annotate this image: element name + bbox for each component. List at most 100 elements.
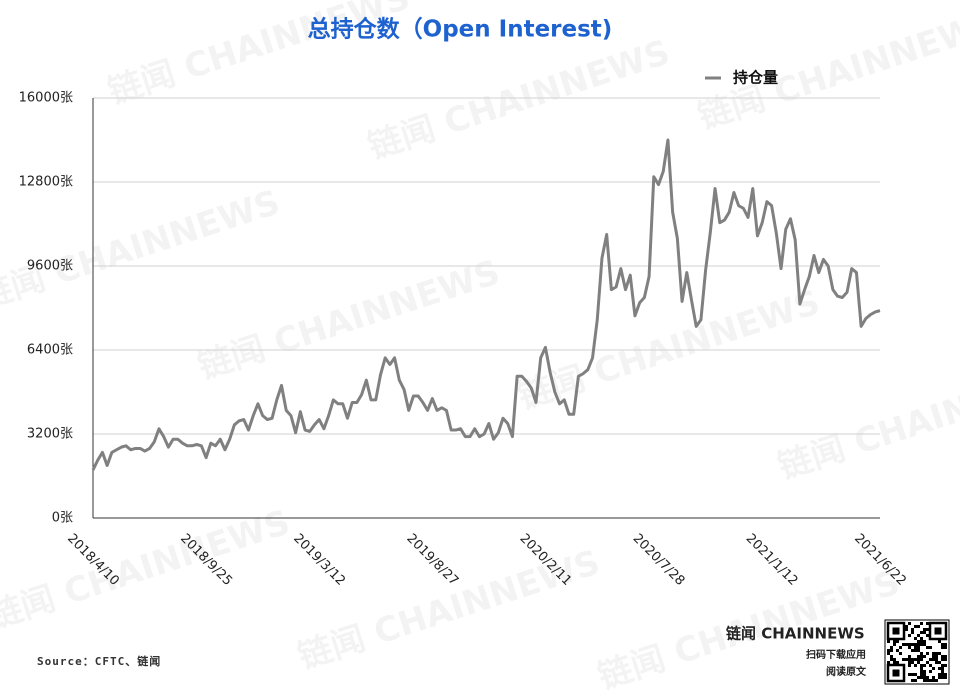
qr-cell [917, 625, 920, 628]
qr-cell [944, 664, 947, 667]
y-tick-label: 6400张 [27, 343, 73, 358]
qr-cell [920, 640, 923, 643]
qr-cell [944, 655, 947, 658]
qr-cell [911, 631, 914, 634]
qr-cell [905, 658, 908, 661]
qr-cell [908, 661, 911, 664]
qr-cell [914, 664, 917, 667]
qr-cell [899, 652, 902, 655]
watermark: 链闻 CHAINNEWS [193, 252, 504, 387]
qr-cell [914, 679, 917, 682]
qr-cell [941, 667, 944, 670]
qr-cell [941, 658, 944, 661]
x-tick-label: 2019/3/12 [290, 531, 348, 589]
y-tick-label: 16000张 [19, 91, 73, 106]
qr-cell [941, 664, 944, 667]
qr-cell [923, 679, 926, 682]
qr-cell [911, 679, 914, 682]
read-note: 阅读原文 [826, 665, 867, 678]
qr-cell [923, 631, 926, 634]
qr-cell [911, 673, 914, 676]
qr-cell [914, 658, 917, 661]
qr-cell [920, 664, 923, 667]
download-note: 扫码下载应用 [806, 648, 866, 661]
qr-cell [938, 661, 941, 664]
qr-cell [920, 631, 923, 634]
qr-cell [911, 661, 914, 664]
qr-cell [887, 649, 890, 652]
qr-cell [941, 655, 944, 658]
y-tick-label: 9600张 [27, 259, 73, 274]
qr-cell [902, 658, 905, 661]
qr-cell [926, 679, 929, 682]
qr-cell [935, 652, 938, 655]
qr-cell [914, 637, 917, 640]
qr-cell [917, 640, 920, 643]
qr-cell [923, 643, 926, 646]
qr-cell [920, 658, 923, 661]
qr-cell [890, 655, 893, 658]
qr-cell [932, 679, 935, 682]
qr-finder [928, 621, 948, 641]
qr-cell [893, 661, 896, 664]
qr-cell [911, 643, 914, 646]
qr-cell [896, 640, 899, 643]
qr-cell [926, 622, 929, 625]
qr-cell [887, 661, 890, 664]
qr-finder [886, 621, 906, 641]
qr-cell [932, 652, 935, 655]
qr-cell [917, 634, 920, 637]
qr-cell [923, 655, 926, 658]
qr-cell [920, 643, 923, 646]
qr-cell [917, 649, 920, 652]
qr-cell [929, 679, 932, 682]
qr-cell [923, 673, 926, 676]
qr-cell [908, 646, 911, 649]
series-line [91, 138, 881, 471]
qr-cell [887, 652, 890, 655]
qr-cell [941, 673, 944, 676]
y-tick-label: 12800张 [19, 175, 73, 190]
qr-cell [929, 664, 932, 667]
qr-cell [917, 643, 920, 646]
x-tick-label: 2021/1/12 [743, 531, 801, 589]
qr-cell [914, 625, 917, 628]
y-tick-label: 0张 [52, 511, 73, 526]
qr-finder [886, 663, 906, 683]
qr-cell [917, 661, 920, 664]
qr-cell [923, 664, 926, 667]
qr-cell [944, 658, 947, 661]
qr-cell [926, 676, 929, 679]
qr-cell [938, 640, 941, 643]
qr-cell [911, 658, 914, 661]
qr-cell [923, 628, 926, 631]
qr-cell [917, 655, 920, 658]
qr-cell [896, 649, 899, 652]
qr-cell [938, 673, 941, 676]
qr-cell [920, 673, 923, 676]
qr-cell [935, 679, 938, 682]
qr-cell [914, 673, 917, 676]
qr-cell [917, 658, 920, 661]
qr-cell [944, 643, 947, 646]
qr-cell [941, 670, 944, 673]
qr-cell [923, 676, 926, 679]
qr-cell [932, 667, 935, 670]
qr-cell [941, 676, 944, 679]
qr-cell [941, 643, 944, 646]
qr-cell [908, 664, 911, 667]
qr-cell [920, 676, 923, 679]
qr-cell [902, 643, 905, 646]
qr-cell [908, 634, 911, 637]
qr-cell [926, 661, 929, 664]
qr-cell [914, 649, 917, 652]
qr-cell [935, 661, 938, 664]
watermark: 链闻 CHAINNEWS [773, 352, 960, 487]
qr-cell [938, 667, 941, 670]
qr-finder [892, 627, 900, 635]
qr-cell [908, 643, 911, 646]
qr-cell [929, 658, 932, 661]
qr-cell [929, 646, 932, 649]
qr-cell [929, 670, 932, 673]
